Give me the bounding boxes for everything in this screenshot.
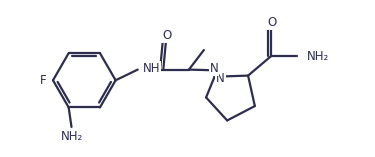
Text: F: F xyxy=(40,74,46,87)
Text: O: O xyxy=(162,29,171,42)
Text: NH₂: NH₂ xyxy=(60,130,82,143)
Text: N: N xyxy=(216,72,225,85)
Text: NH: NH xyxy=(143,62,160,75)
Text: O: O xyxy=(267,16,276,29)
Text: NH₂: NH₂ xyxy=(307,49,329,62)
Text: N: N xyxy=(210,62,218,75)
